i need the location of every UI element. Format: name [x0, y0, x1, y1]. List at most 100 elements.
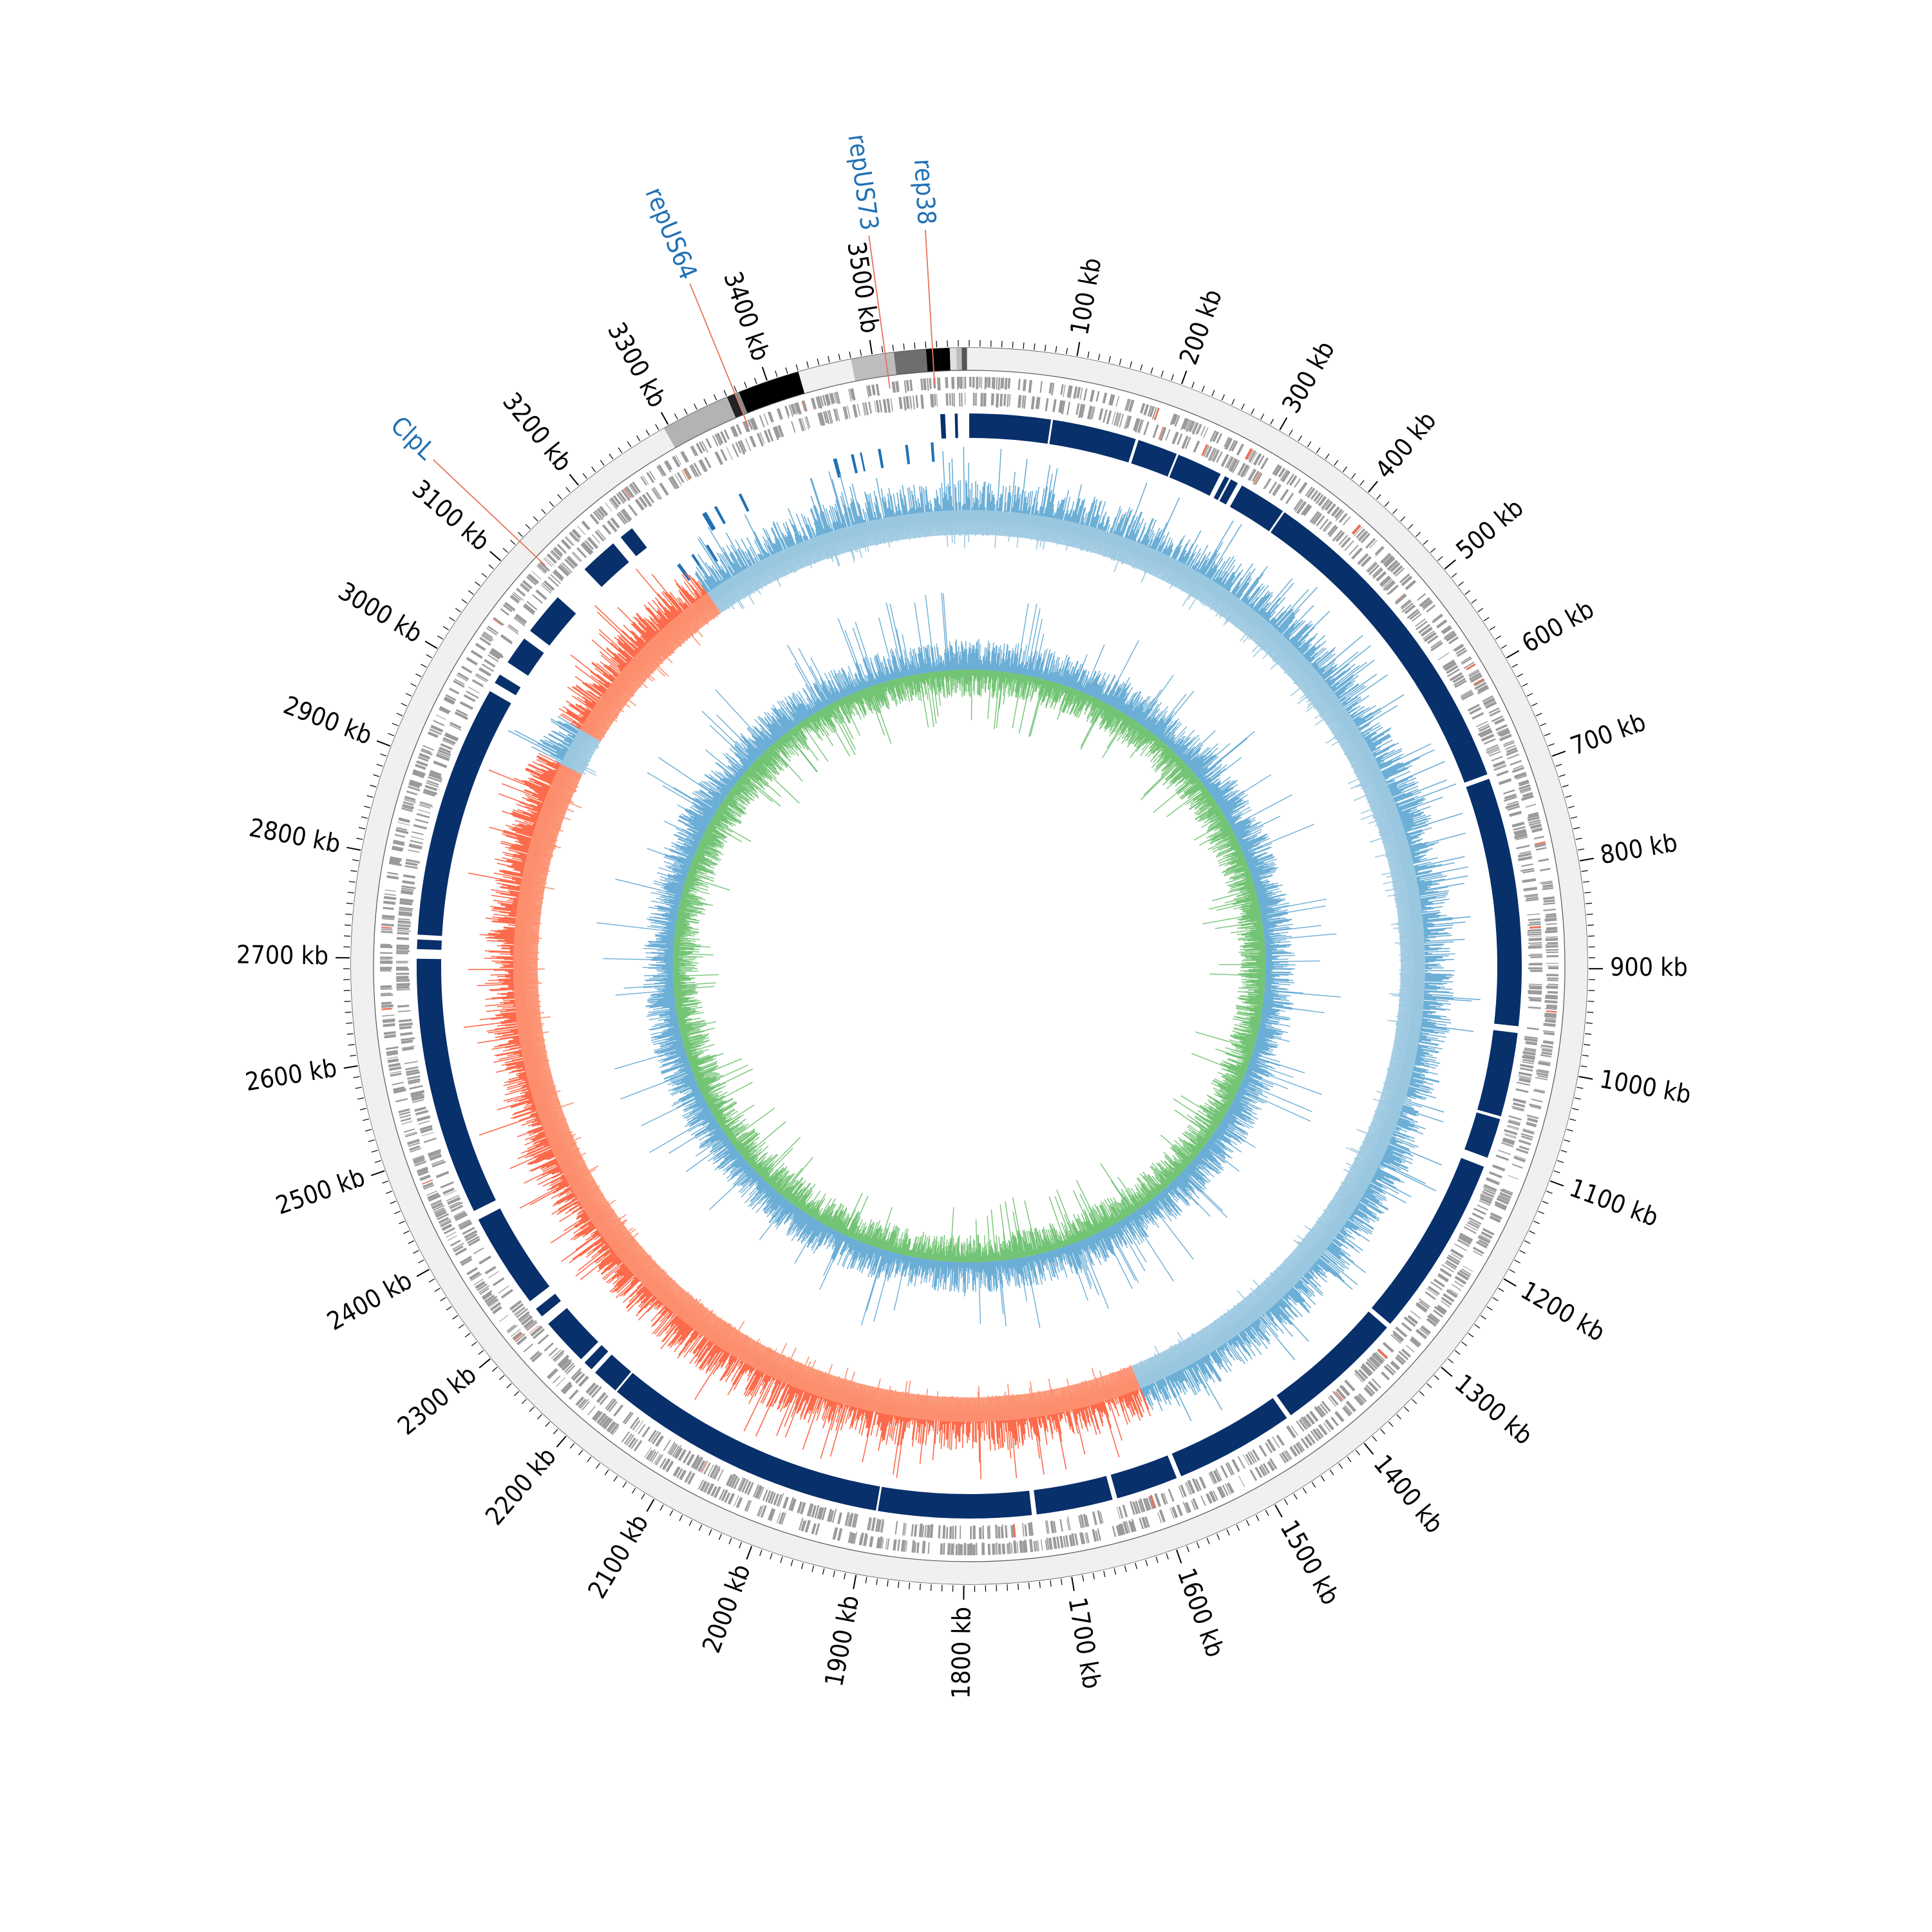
forward-gene-773	[560, 539, 572, 550]
reverse-gene-772	[620, 509, 630, 522]
forward-gene-721	[430, 724, 444, 733]
forward-gene-397	[1126, 1521, 1131, 1533]
forward-gene-410	[1082, 1533, 1086, 1544]
forward-gene-31	[1095, 391, 1100, 402]
reverse-gene-630	[400, 1032, 413, 1036]
reverse-gene-389	[1137, 1500, 1144, 1513]
forward-gene-268	[1526, 1122, 1537, 1128]
forward-gene-69	[1244, 448, 1253, 460]
forward-gene-485	[815, 1523, 820, 1535]
forward-gene-411	[1079, 1532, 1085, 1545]
forward-gene-434	[1009, 1541, 1011, 1554]
reverse-gene-513	[674, 1447, 683, 1459]
forward-gene-862	[875, 384, 880, 396]
reverse-gene-526	[635, 1420, 644, 1432]
forward-gene-256	[1535, 1070, 1549, 1074]
blast-block-16	[877, 1486, 1032, 1519]
reverse-gene-446	[902, 1522, 905, 1536]
reverse-gene-815	[791, 421, 796, 433]
reverse-gene-753	[562, 562, 573, 573]
reverse-gene-767	[601, 524, 612, 535]
forward-gene-66	[1228, 439, 1236, 451]
reverse-gene-136	[1426, 635, 1439, 644]
reverse-gene-541	[574, 1373, 585, 1384]
reverse-gene-750	[557, 566, 569, 577]
reverse-gene-160	[1481, 734, 1495, 742]
forward-gene-561	[547, 1368, 558, 1379]
reverse-gene-671	[402, 874, 416, 879]
reverse-gene-722	[475, 673, 489, 682]
contig-ring	[350, 347, 1588, 1585]
reverse-gene-138	[1430, 641, 1443, 652]
reverse-gene-19	[1061, 401, 1066, 415]
reverse-gene-218	[1530, 969, 1542, 972]
reverse-gene-10	[1018, 395, 1022, 408]
reverse-gene-189	[1518, 855, 1533, 862]
forward-gene-312	[1434, 1305, 1446, 1315]
reverse-gene-429	[970, 1526, 972, 1539]
reverse-gene-812	[772, 427, 779, 440]
reverse-gene-585	[458, 1219, 470, 1226]
reverse-gene-503	[703, 1462, 711, 1475]
forward-gene-130	[1435, 619, 1448, 629]
forward-gene-729	[449, 687, 460, 695]
forward-gene-698	[401, 807, 413, 813]
forward-gene-111	[1380, 553, 1392, 564]
reverse-gene-707	[442, 739, 455, 745]
reverse-gene-177	[1505, 802, 1520, 810]
forward-gene-808	[672, 455, 681, 468]
reverse-gene-13	[1030, 396, 1036, 410]
forward-gene-229	[1548, 983, 1558, 985]
forward-gene-617	[419, 1174, 431, 1181]
forward-gene-511	[703, 1482, 710, 1493]
forward-gene-150	[1474, 679, 1485, 687]
forward-gene-62	[1216, 433, 1223, 444]
reverse-gene-322	[1370, 1356, 1381, 1367]
reverse-gene-305	[1419, 1301, 1430, 1309]
forward-gene-412	[1074, 1533, 1079, 1546]
reverse-gene-538	[588, 1384, 600, 1396]
reverse-gene-543	[571, 1367, 582, 1379]
reverse-gene-43	[1152, 424, 1159, 439]
forward-gene-795	[624, 488, 632, 498]
forward-gene-99	[1343, 516, 1351, 526]
forward-gene-171	[1506, 747, 1517, 753]
forward-gene-794	[623, 488, 631, 499]
forward-gene-535	[625, 1434, 635, 1446]
forward-gene-856	[848, 389, 852, 402]
forward-gene-281	[1500, 1189, 1513, 1196]
forward-gene-586	[473, 1278, 484, 1285]
reverse-gene-566	[515, 1307, 526, 1316]
reverse-gene-291	[1448, 1255, 1461, 1263]
reverse-gene-720	[472, 679, 484, 687]
reverse-gene-207	[1529, 935, 1542, 937]
reverse-gene-828	[834, 408, 838, 421]
reverse-gene-691	[422, 791, 435, 797]
forward-gene-746	[493, 617, 504, 626]
forward-gene-750	[509, 596, 519, 604]
blast-block-4	[1213, 476, 1229, 500]
forward-gene-843	[802, 400, 808, 412]
forward-gene-128	[1432, 613, 1443, 621]
forward-gene-606	[433, 1207, 445, 1213]
reverse-gene-72	[1251, 470, 1260, 482]
forward-gene-521	[665, 1461, 674, 1473]
reverse-gene-50	[1184, 437, 1191, 450]
forward-gene-293	[1480, 1235, 1491, 1241]
reverse-gene-381	[1163, 1492, 1168, 1504]
forward-gene-409	[1084, 1533, 1088, 1544]
forward-gene-113	[1383, 555, 1394, 566]
forward-gene-737	[475, 643, 486, 651]
forward-gene-117	[1392, 565, 1403, 576]
forward-gene-184	[1520, 789, 1532, 794]
forward-gene-696	[397, 822, 410, 826]
reverse-gene-558	[529, 1325, 539, 1334]
reverse-gene-37	[1126, 415, 1132, 428]
reverse-gene-149	[1461, 690, 1472, 697]
reverse-gene-569	[509, 1300, 522, 1311]
reverse-gene-560	[525, 1320, 537, 1330]
forward-gene-733	[457, 672, 469, 681]
forward-gene-238	[1546, 1010, 1557, 1013]
forward-gene-156	[1484, 699, 1496, 706]
forward-gene-596	[448, 1235, 457, 1241]
